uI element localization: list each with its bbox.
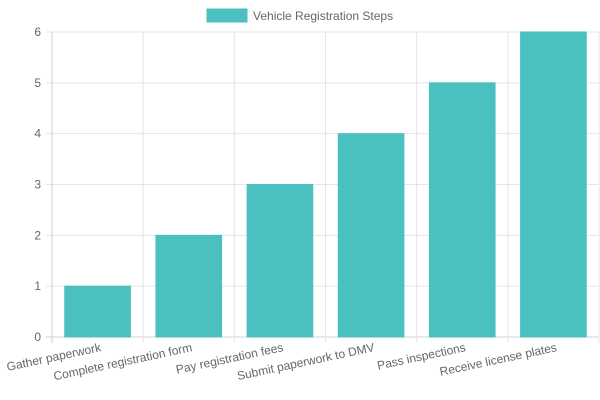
y-tick-label: 4 (34, 127, 41, 141)
bar-5[interactable] (428, 82, 496, 338)
y-tick-label: 2 (34, 228, 41, 242)
bar-3[interactable] (246, 184, 314, 338)
legend-label: Vehicle Registration Steps (253, 9, 393, 23)
bar-6[interactable] (520, 31, 587, 338)
y-axis: 0 1 2 3 4 5 6 (34, 25, 41, 344)
y-tick-label: 6 (34, 25, 41, 39)
legend[interactable]: Vehicle Registration Steps (206, 8, 393, 23)
y-tick-label: 0 (34, 330, 41, 344)
bars (64, 31, 587, 338)
y-tick-label: 1 (34, 279, 41, 293)
legend-swatch (206, 8, 248, 23)
bar-2[interactable] (155, 234, 223, 338)
y-tick-label: 3 (34, 178, 41, 192)
bar-1[interactable] (64, 285, 131, 338)
bar-4[interactable] (337, 133, 405, 338)
grid (46, 31, 600, 343)
y-tick-label: 5 (34, 76, 41, 90)
